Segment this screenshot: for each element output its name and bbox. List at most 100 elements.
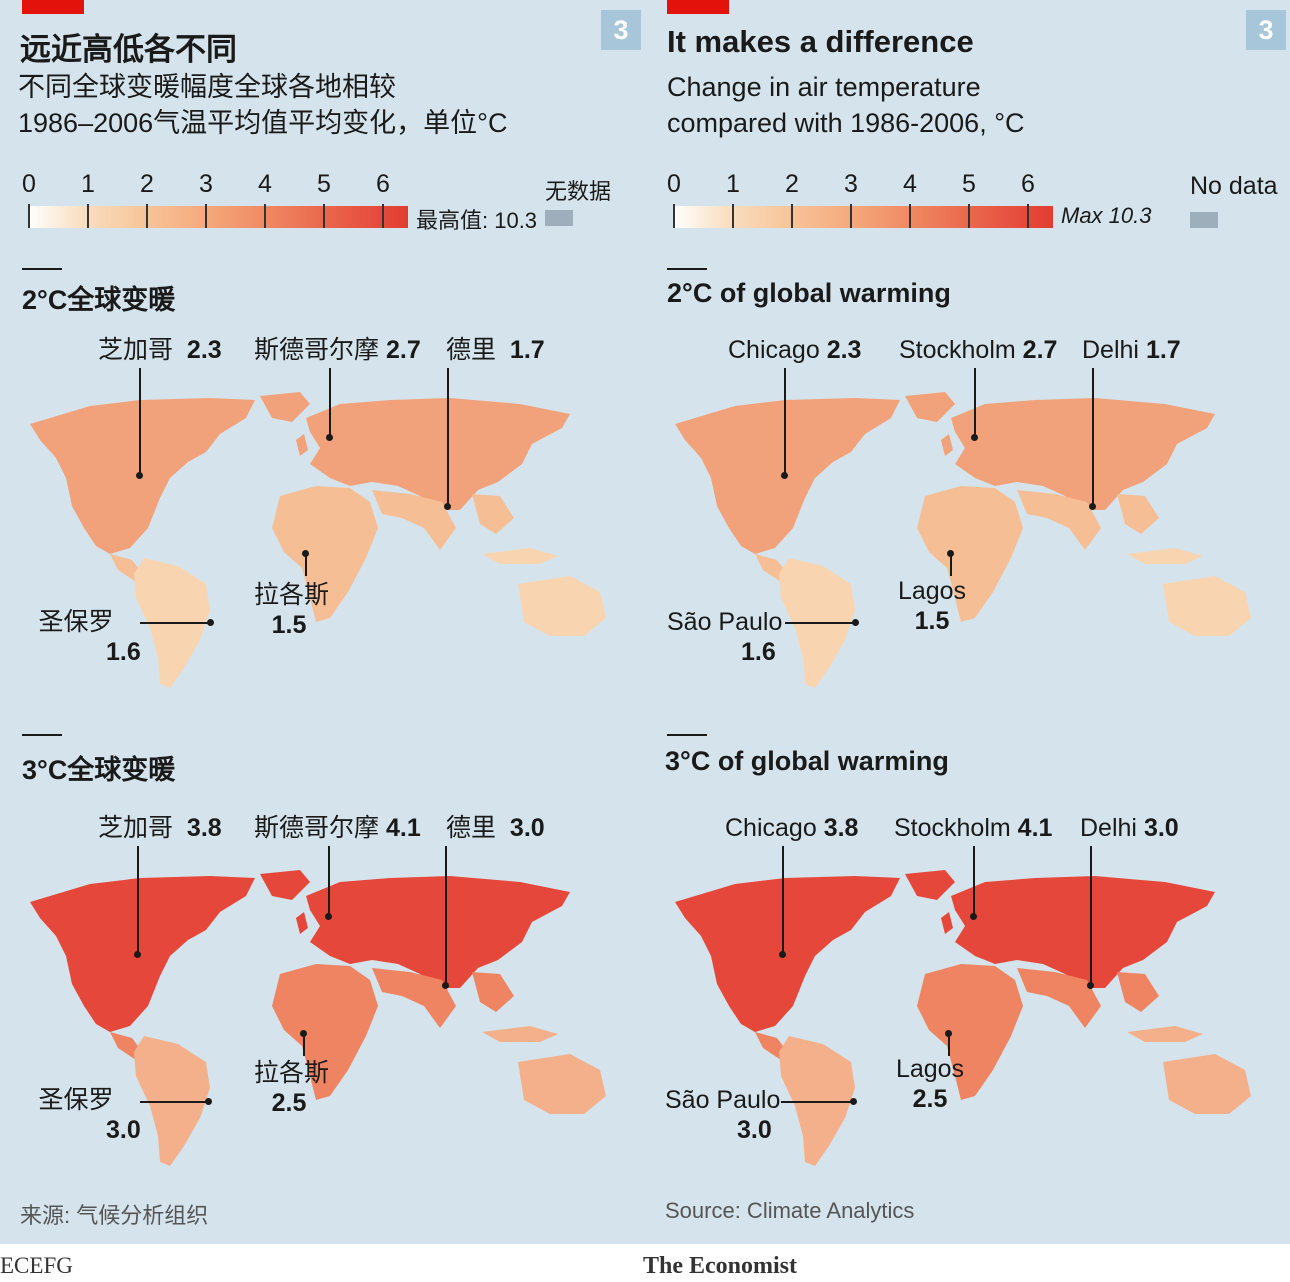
continent-australia — [1163, 576, 1251, 636]
continent-europe-asia — [306, 876, 570, 988]
chart-subtitle-line2: compared with 1986-2006, °C — [667, 108, 1025, 138]
continent-africa — [272, 486, 378, 622]
continent-se-asia — [472, 494, 514, 534]
legend-max-label: 最高值: 10.3 — [416, 208, 538, 233]
legend-no-data-swatch — [1190, 212, 1218, 228]
legend-tick: 0 — [667, 170, 681, 198]
legend-tick: 6 — [1021, 170, 1035, 198]
continent-uk — [941, 912, 953, 934]
continent-uk — [296, 434, 308, 456]
section-rule — [667, 734, 707, 736]
continent-se-asia — [472, 972, 514, 1012]
chart-subtitle-line2: 1986–2006气温平均值平均变化，单位°C — [18, 108, 508, 138]
world-map-3c — [30, 870, 606, 1166]
continent-uk — [941, 434, 953, 456]
continent-africa — [917, 486, 1023, 622]
legend-tick: 4 — [903, 170, 917, 198]
city-label-chicago: 芝加哥 2.3 — [98, 336, 222, 364]
continent-indonesia — [482, 1026, 558, 1042]
legend-color-scale — [28, 204, 408, 228]
legend-no-data-swatch — [545, 210, 573, 226]
continent-greenland — [260, 870, 310, 900]
section-title-2c: 2°C全球变暖 — [22, 285, 176, 315]
city-label-sao-paulo: 圣保罗 3.0 — [38, 1086, 141, 1144]
city-label-stockholm: 斯德哥尔摩 4.1 — [254, 814, 421, 842]
legend-tick: 4 — [258, 170, 272, 198]
city-label-lagos: 拉各斯 2.5 — [254, 1059, 330, 1117]
legend-tick: 1 — [726, 170, 740, 198]
continent-se-asia — [1117, 972, 1159, 1012]
legend-no-data-label: No data — [1190, 172, 1278, 200]
section-title-3c: 3°C of global warming — [665, 746, 949, 776]
legend-color-scale — [673, 204, 1053, 228]
city-label-sao-paulo: São Paulo 1.6 — [667, 608, 783, 666]
legend-tick: 2 — [785, 170, 799, 198]
city-label-stockholm: 斯德哥尔摩 2.7 — [254, 336, 421, 364]
city-label-stockholm: Stockholm 2.7 — [899, 336, 1058, 364]
continent-australia — [1163, 1054, 1251, 1114]
legend-tick: 3 — [199, 170, 213, 198]
continent-north-america — [30, 876, 255, 1032]
city-label-delhi: Delhi 1.7 — [1082, 336, 1181, 364]
city-label-delhi: Delhi 3.0 — [1080, 814, 1179, 842]
legend-tick: 5 — [962, 170, 976, 198]
continent-arabia-india — [372, 490, 456, 550]
legend-tick: 3 — [844, 170, 858, 198]
legend-max-label: Max 10.3 — [1061, 203, 1152, 228]
legend-tick: 2 — [140, 170, 154, 198]
footer-left-mark: ECEFG — [0, 1253, 73, 1278]
legend-tick: 5 — [317, 170, 331, 198]
red-tag — [22, 0, 84, 14]
section-title-3c: 3°C全球变暖 — [22, 755, 176, 785]
city-label-stockholm: Stockholm 4.1 — [894, 814, 1053, 842]
city-label-chicago: Chicago 2.3 — [728, 336, 862, 364]
city-label-lagos: Lagos 2.5 — [895, 1055, 965, 1113]
chart-number-badge: 3 — [1246, 10, 1286, 50]
continent-africa — [272, 964, 378, 1100]
legend-no-data-label: 无数据 — [545, 179, 612, 204]
legend-tick: 0 — [22, 170, 36, 198]
city-label-lagos: 拉各斯 1.5 — [254, 581, 330, 639]
chart-panel-english: 3 It makes a difference Change in air te… — [645, 0, 1290, 1244]
continent-europe-asia — [951, 876, 1215, 988]
chart-title: 远近高低各不同 — [20, 32, 237, 67]
city-label-chicago: Chicago 3.8 — [725, 814, 859, 842]
continent-arabia-india — [1017, 490, 1101, 550]
city-label-sao-paulo: São Paulo 3.0 — [665, 1086, 781, 1144]
continent-africa — [917, 964, 1023, 1100]
section-rule — [22, 734, 62, 736]
footer-publisher: The Economist — [643, 1253, 798, 1279]
section-rule — [667, 268, 707, 270]
continent-australia — [518, 1054, 606, 1114]
continent-greenland — [905, 870, 955, 900]
chart-subtitle-line1: Change in air temperature — [667, 72, 981, 102]
city-label-sao-paulo: 圣保罗 1.6 — [38, 608, 141, 666]
continent-indonesia — [1127, 548, 1203, 564]
legend-tick: 1 — [81, 170, 95, 198]
continent-indonesia — [482, 548, 558, 564]
chart-number-badge: 3 — [601, 10, 641, 50]
source-note: Source: Climate Analytics — [665, 1198, 915, 1223]
red-tag — [667, 0, 729, 14]
continent-europe-asia — [951, 398, 1215, 510]
city-label-lagos: Lagos 1.5 — [897, 577, 967, 635]
continent-indonesia — [1127, 1026, 1203, 1042]
city-label-chicago: 芝加哥 3.8 — [98, 814, 222, 842]
chart-title: It makes a difference — [667, 24, 974, 59]
continent-greenland — [905, 392, 955, 422]
continent-arabia-india — [1017, 968, 1101, 1028]
continent-north-america — [675, 876, 900, 1032]
continent-uk — [296, 912, 308, 934]
continent-arabia-india — [372, 968, 456, 1028]
city-label-delhi: 德里 3.0 — [446, 814, 545, 842]
section-rule — [22, 268, 62, 270]
section-title-2c: 2°C of global warming — [667, 278, 951, 308]
source-note: 来源: 气候分析组织 — [20, 1203, 209, 1228]
chart-subtitle-line1: 不同全球变暖幅度全球各地相较 — [18, 72, 396, 102]
legend-tick: 6 — [376, 170, 390, 198]
continent-se-asia — [1117, 494, 1159, 534]
continent-greenland — [260, 392, 310, 422]
continent-europe-asia — [306, 398, 570, 510]
chart-panel-chinese: 3 远近高低各不同 不同全球变暖幅度全球各地相较 1986–2006气温平均值平… — [0, 0, 645, 1244]
continent-australia — [518, 576, 606, 636]
